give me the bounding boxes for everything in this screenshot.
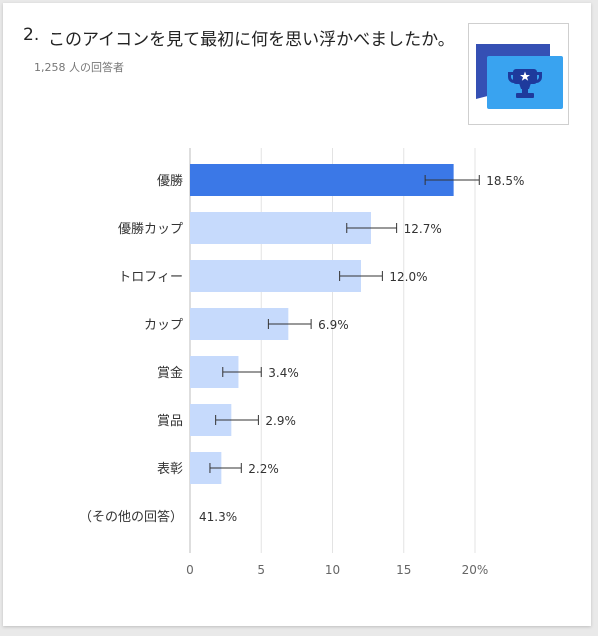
bar bbox=[190, 164, 454, 196]
category-label: トロフィー bbox=[118, 270, 183, 285]
question-number: 2. bbox=[23, 25, 40, 45]
value-label: 6.9% bbox=[318, 318, 349, 332]
trophy-card-icon bbox=[476, 44, 563, 109]
value-label: 41.3% bbox=[199, 510, 237, 524]
question-image[interactable] bbox=[468, 23, 569, 125]
question-card: 2. このアイコンを見て最初に何を思い浮かべましたか。 1,258 人の回答者 bbox=[3, 3, 591, 626]
value-label: 18.5% bbox=[486, 174, 524, 188]
question-title: このアイコンを見て最初に何を思い浮かべましたか。 bbox=[48, 30, 455, 50]
category-label: 賞品 bbox=[157, 414, 183, 429]
category-label: 賞金 bbox=[157, 365, 183, 381]
x-tick-label: 15 bbox=[396, 563, 411, 577]
category-label: 優勝カップ bbox=[118, 222, 183, 237]
response-count: 1,258 人の回答者 bbox=[34, 61, 124, 74]
value-label: 3.4% bbox=[268, 366, 299, 380]
value-label: 2.2% bbox=[248, 462, 278, 476]
category-label: （その他の回答） bbox=[79, 509, 183, 525]
value-label: 2.9% bbox=[265, 414, 296, 428]
category-label: 優勝 bbox=[157, 174, 183, 189]
category-label: 表彰 bbox=[157, 461, 183, 477]
star-icon bbox=[520, 71, 530, 81]
value-label: 12.7% bbox=[404, 222, 442, 236]
category-label: カップ bbox=[144, 318, 183, 333]
x-tick-label: 5 bbox=[257, 563, 265, 577]
bar bbox=[190, 212, 371, 244]
x-tick-label: 20% bbox=[462, 563, 489, 577]
x-tick-label: 0 bbox=[186, 563, 194, 577]
x-tick-label: 10 bbox=[325, 563, 340, 577]
value-label: 12.0% bbox=[389, 270, 427, 284]
bar bbox=[190, 260, 361, 292]
